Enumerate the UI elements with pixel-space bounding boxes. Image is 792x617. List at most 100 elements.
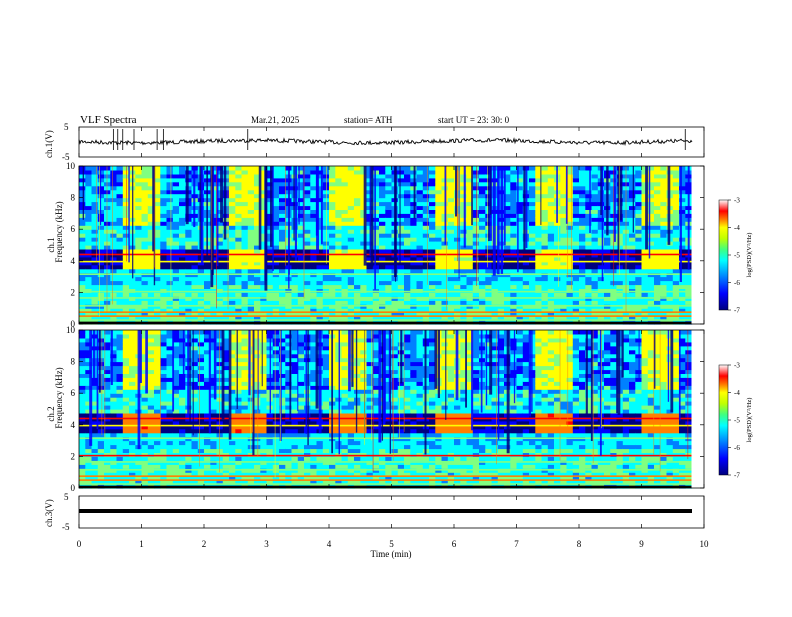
spectrogram-cell — [323, 217, 330, 222]
spectrogram-cell — [129, 350, 136, 355]
spectrogram-cell — [660, 202, 667, 207]
spectrogram-cell — [460, 206, 467, 211]
spectrogram-cell — [423, 277, 430, 282]
spectrogram-cell — [329, 292, 336, 297]
spectrogram-cell — [348, 277, 355, 282]
spectrogram-cell — [329, 202, 336, 207]
spectrogram-cell — [467, 241, 474, 246]
spectrogram-cell — [429, 281, 436, 286]
spectrogram-cell — [135, 206, 142, 211]
spectrogram-cell — [192, 421, 199, 426]
spectrogram-cell — [304, 221, 311, 226]
spectrogram-cell — [479, 166, 486, 171]
spectrogram-cell — [248, 257, 255, 262]
spectrogram-cell — [117, 221, 124, 226]
spectrogram-cell — [167, 292, 174, 297]
spectrogram-cell — [279, 186, 286, 191]
spectrogram-cell — [648, 269, 655, 274]
spectrogram-cell — [173, 429, 180, 434]
spectrogram-cell — [160, 225, 167, 230]
spectrogram-cell — [242, 277, 249, 282]
spectrogram-cell — [485, 292, 492, 297]
spectrogram-cell — [167, 170, 174, 175]
spectrogram-cell — [248, 213, 255, 218]
spectrogram-cell — [185, 281, 192, 286]
spectrogram-cell — [579, 209, 586, 214]
spectrogram-cell — [660, 300, 667, 305]
spectrogram-cell — [604, 249, 611, 254]
spectrogram-cell — [348, 182, 355, 187]
spectrogram-cell — [635, 194, 642, 199]
spectrogram-cell — [273, 166, 280, 171]
spectrogram-cell — [604, 292, 611, 297]
spectrogram-cell — [154, 292, 161, 297]
spectrogram-cell — [179, 377, 186, 382]
spectrogram-cell — [660, 229, 667, 234]
spectrogram-cell — [373, 249, 380, 254]
spectrogram-cell — [598, 249, 605, 254]
spectrogram-cell — [167, 190, 174, 195]
spectrogram-cell — [179, 362, 186, 367]
spectrogram-cell — [529, 213, 536, 218]
spectrogram-cell — [517, 292, 524, 297]
spectrogram-cell — [510, 277, 517, 282]
spectrogram-cell — [248, 292, 255, 297]
spectrogram-cell — [110, 292, 117, 297]
spectrogram-cell — [479, 225, 486, 230]
spectrogram-cell — [585, 257, 592, 262]
spectrogram-cell — [329, 190, 336, 195]
spectrogram-cell — [542, 265, 549, 270]
spectrogram-cell — [217, 269, 224, 274]
spectrogram-cell — [229, 249, 236, 254]
spectrogram-cell — [117, 405, 124, 410]
spectrogram-cell — [129, 285, 136, 290]
spectrogram-cell — [335, 202, 342, 207]
spectrogram-cell — [160, 330, 167, 335]
spectrogram-cell — [129, 421, 136, 426]
spectrogram-cell — [479, 178, 486, 183]
spectrogram-cell — [467, 249, 474, 254]
spectrogram-cell — [423, 198, 430, 203]
spectrogram-cell — [573, 213, 580, 218]
spectrogram-cell — [117, 237, 124, 242]
spectrogram-cell — [510, 300, 517, 305]
spectrogram-cell — [579, 257, 586, 262]
spectrogram-cell — [660, 186, 667, 191]
spectrogram-cell — [435, 292, 442, 297]
spectrogram-cell — [273, 198, 280, 203]
spectrogram-cell — [510, 269, 517, 274]
spectrogram-cell — [504, 292, 511, 297]
spectrogram-cell — [98, 354, 105, 359]
spectrogram-cell — [273, 194, 280, 199]
spectrogram-cell — [685, 277, 692, 282]
spectrogram-cell — [110, 300, 117, 305]
spectrogram-cell — [323, 174, 330, 179]
spectrogram-cell — [479, 174, 486, 179]
spectrogram-cell — [542, 237, 549, 242]
spectrogram-cell — [179, 456, 186, 461]
spectrogram-cell — [485, 249, 492, 254]
spectrogram-cell — [398, 194, 405, 199]
spectrogram-cell — [342, 194, 349, 199]
spectrogram-cell — [629, 237, 636, 242]
spectrogram-cell — [548, 237, 555, 242]
spectrogram-cell — [510, 265, 517, 270]
spectrogram-cell — [167, 229, 174, 234]
spectrogram-cell — [429, 292, 436, 297]
spectrogram-cell — [192, 354, 199, 359]
spectrogram-cell — [310, 269, 317, 274]
spectrogram-cell — [79, 405, 86, 410]
spectrogram-cell — [160, 209, 167, 214]
spectrogram-cell — [154, 334, 161, 339]
spectrogram-cell — [573, 174, 580, 179]
spectrogram-cell — [535, 277, 542, 282]
spectrogram-cell — [135, 217, 142, 222]
spectrogram-cell — [192, 265, 199, 270]
spectrogram-cell — [529, 281, 536, 286]
spectrogram-cell — [398, 202, 405, 207]
spectrogram-cell — [617, 241, 624, 246]
spectrogram-cell — [160, 370, 167, 375]
spectrogram-cell — [573, 241, 580, 246]
spectrogram-cell — [542, 217, 549, 222]
spectrogram-cell — [648, 292, 655, 297]
